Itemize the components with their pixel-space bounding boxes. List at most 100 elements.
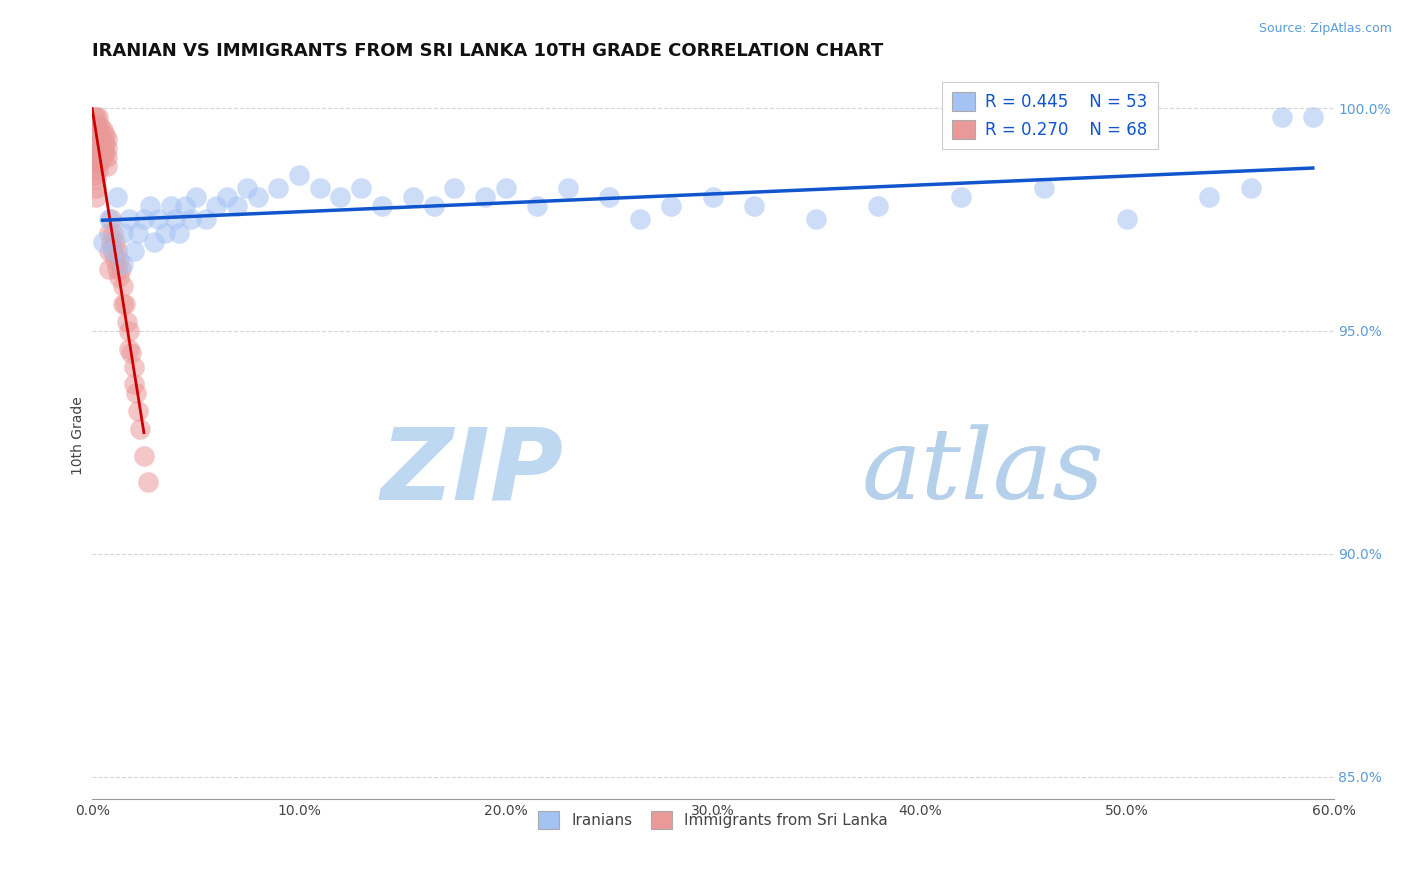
Point [93, 128, 115, 142]
Point [105, 261, 128, 276]
Point [87, 110, 110, 124]
Point [122, 244, 145, 258]
Point [118, 324, 141, 338]
Point [215, 190, 238, 204]
Point [557, 181, 579, 195]
Point [91, 132, 114, 146]
Point [112, 279, 135, 293]
Point [950, 190, 973, 204]
Text: ZIP: ZIP [381, 424, 564, 520]
Point [159, 199, 181, 213]
Point [167, 226, 190, 240]
Point [86, 190, 108, 204]
Text: IRANIAN VS IMMIGRANTS FROM SRI LANKA 10TH GRADE CORRELATION CHART: IRANIAN VS IMMIGRANTS FROM SRI LANKA 10T… [93, 42, 883, 60]
Point [308, 181, 330, 195]
Point [180, 212, 202, 227]
Point [153, 226, 176, 240]
Point [136, 475, 159, 490]
Point [105, 244, 128, 258]
Point [93, 136, 115, 151]
Point [1302, 110, 1324, 124]
Point [868, 199, 890, 213]
Point [86, 145, 108, 160]
Point [87, 128, 110, 142]
Point [89, 128, 111, 142]
Point [174, 199, 197, 213]
Point [118, 212, 141, 227]
Y-axis label: 10th Grade: 10th Grade [72, 396, 86, 475]
Point [91, 150, 114, 164]
Point [100, 235, 122, 249]
Point [96, 132, 118, 146]
Point [132, 449, 155, 463]
Point [127, 226, 149, 240]
Point [236, 181, 259, 195]
Point [194, 212, 217, 227]
Point [100, 212, 122, 227]
Point [121, 346, 143, 360]
Point [89, 154, 111, 169]
Point [128, 422, 150, 436]
Point [112, 226, 135, 240]
Point [184, 190, 207, 204]
Point [86, 181, 108, 195]
Point [1271, 110, 1294, 124]
Point [86, 110, 108, 124]
Point [86, 136, 108, 151]
Point [96, 150, 118, 164]
Point [97, 261, 120, 276]
Point [104, 252, 127, 267]
Point [1032, 181, 1054, 195]
Legend: Iranians, Immigrants from Sri Lanka: Iranians, Immigrants from Sri Lanka [531, 805, 894, 835]
Point [91, 123, 114, 137]
Point [148, 212, 170, 227]
Point [226, 199, 249, 213]
Point [93, 145, 115, 160]
Text: Source: ZipAtlas.com: Source: ZipAtlas.com [1258, 22, 1392, 36]
Point [112, 257, 135, 271]
Point [87, 163, 110, 178]
Point [526, 199, 548, 213]
Point [806, 212, 828, 227]
Point [630, 212, 652, 227]
Point [87, 145, 110, 160]
Point [86, 119, 108, 133]
Point [83, 145, 105, 160]
Point [86, 172, 108, 186]
Point [742, 199, 765, 213]
Point [87, 154, 110, 169]
Point [105, 190, 128, 204]
Point [329, 190, 352, 204]
Point [598, 190, 620, 204]
Point [91, 141, 114, 155]
Point [110, 261, 132, 276]
Point [205, 199, 228, 213]
Point [132, 212, 155, 227]
Point [117, 315, 139, 329]
Point [267, 181, 290, 195]
Point [661, 199, 683, 213]
Point [139, 199, 162, 213]
Point [402, 190, 425, 204]
Point [89, 136, 111, 151]
Point [443, 181, 465, 195]
Point [89, 119, 111, 133]
Point [87, 136, 110, 151]
Point [83, 128, 105, 142]
Point [143, 235, 166, 249]
Point [122, 377, 145, 392]
Point [163, 212, 186, 227]
Point [124, 386, 146, 401]
Point [83, 136, 105, 151]
Point [87, 119, 110, 133]
Point [127, 404, 149, 418]
Point [83, 154, 105, 169]
Point [112, 297, 135, 311]
Point [118, 342, 141, 356]
Point [474, 190, 496, 204]
Point [371, 199, 394, 213]
Point [246, 190, 269, 204]
Point [97, 226, 120, 240]
Point [108, 270, 131, 285]
Point [89, 145, 111, 160]
